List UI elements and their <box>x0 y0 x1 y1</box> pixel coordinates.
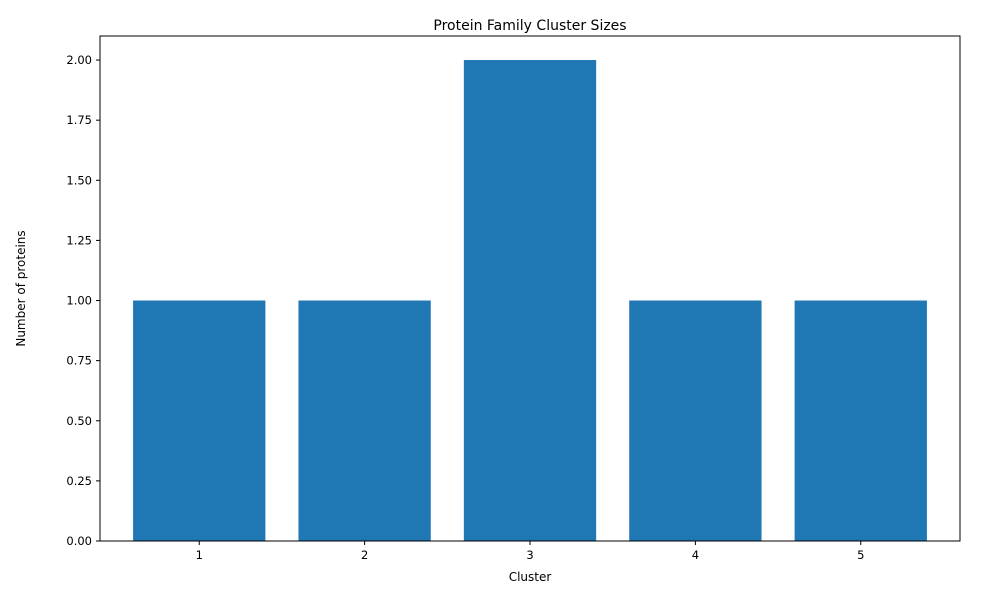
bar-cluster-4 <box>629 300 762 541</box>
x-tick-label: 3 <box>526 548 533 562</box>
x-tick-label: 4 <box>692 548 699 562</box>
y-tick-label: 1.00 <box>66 294 92 308</box>
y-tick-label: 1.50 <box>66 173 92 187</box>
y-tick-label: 1.25 <box>66 233 92 247</box>
x-tick-label: 2 <box>361 548 368 562</box>
y-tick-label: 0.75 <box>66 354 92 368</box>
plot-frame <box>99 35 961 542</box>
y-tick-label: 1.75 <box>66 113 92 127</box>
x-axis-label: Cluster <box>509 570 552 584</box>
x-tick-label: 5 <box>857 548 864 562</box>
bar-cluster-2 <box>298 300 431 541</box>
chart-title: Protein Family Cluster Sizes <box>433 18 626 34</box>
y-axis-ticks: 0.00 0.25 0.50 0.75 1.00 1.25 1.50 1.75 2.00 <box>66 53 100 548</box>
x-axis-ticks: 1 2 3 4 5 <box>196 541 864 562</box>
y-tick-label: 0.00 <box>66 534 92 548</box>
x-tick-label: 1 <box>196 548 203 562</box>
y-axis-label: Number of proteins <box>14 230 28 346</box>
y-tick-label: 0.25 <box>66 474 92 488</box>
bar-cluster-1 <box>133 300 266 541</box>
y-tick-label: 2.00 <box>66 53 92 67</box>
bar-cluster-3 <box>463 60 597 542</box>
bars-group <box>133 60 927 542</box>
bar-cluster-5 <box>794 300 927 541</box>
y-tick-label: 0.50 <box>66 414 92 428</box>
